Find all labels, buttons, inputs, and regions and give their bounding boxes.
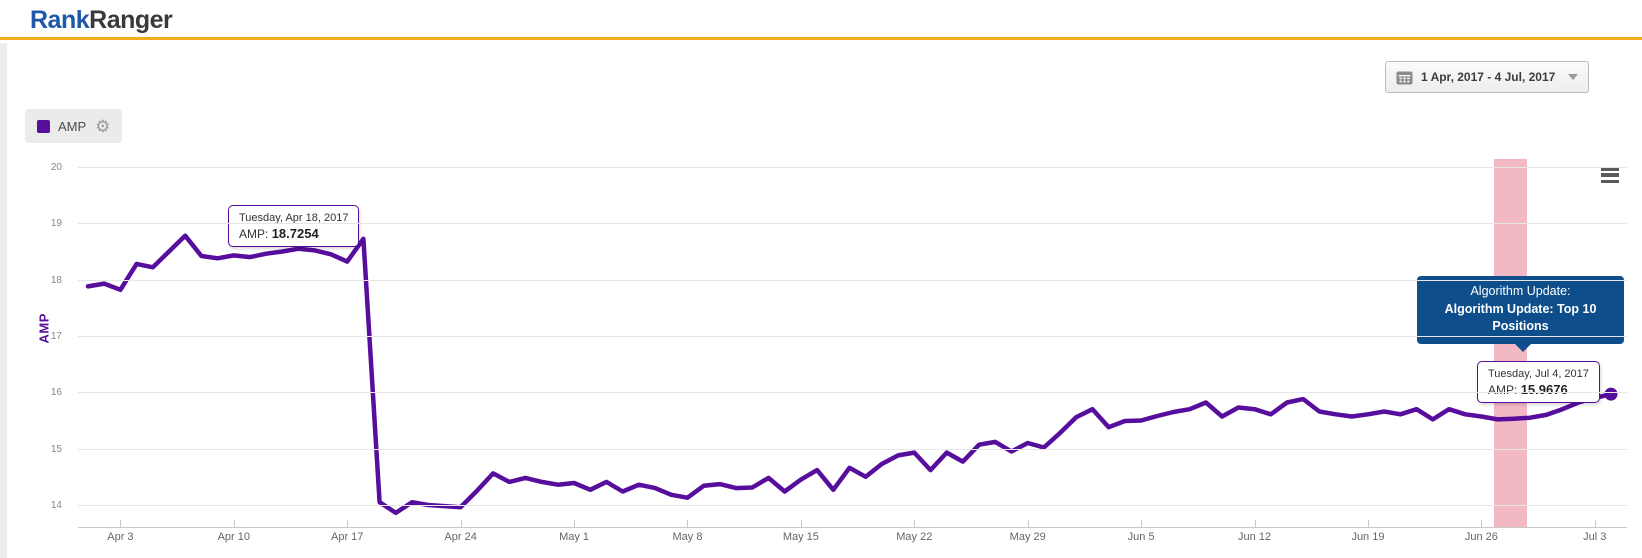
series-path-amp — [85, 233, 1614, 516]
annotation-detail: Algorithm Update: Top 10 Positions — [1444, 302, 1597, 333]
y-axis-label: 15 — [50, 443, 62, 455]
x-axis-label: Apr 10 — [217, 531, 251, 543]
y-axis-label: 14 — [50, 499, 62, 511]
rankranger-logo[interactable]: RankRanger — [30, 6, 173, 35]
brand-secondary: Ranger — [89, 6, 173, 34]
chevron-down-icon — [1568, 74, 1578, 80]
x-axis-tick — [1481, 520, 1483, 527]
x-axis-label: May 8 — [672, 531, 703, 543]
x-axis-tick — [1027, 520, 1029, 527]
x-axis-tick — [233, 520, 235, 527]
x-axis-label: May 29 — [1009, 531, 1046, 543]
gridline — [78, 335, 1627, 337]
x-axis-tick — [687, 520, 689, 527]
y-axis-label: 19 — [50, 218, 62, 230]
legend-item-amp[interactable]: AMP — [37, 119, 86, 134]
series-swatch-amp — [37, 119, 50, 133]
x-axis-tick — [460, 520, 462, 527]
x-axis-tick — [1141, 520, 1143, 527]
x-axis-label: Jun 26 — [1464, 531, 1498, 543]
y-axis-label: 20 — [50, 162, 62, 173]
annotation-pointer — [1515, 343, 1531, 352]
x-axis-label: Apr 3 — [107, 531, 134, 543]
x-axis-tick — [574, 520, 576, 527]
gridline — [78, 448, 1627, 450]
gridline — [78, 504, 1627, 506]
y-axis-label: 16 — [50, 387, 62, 399]
y-axis-label: 17 — [50, 330, 62, 342]
legend: AMP ⚙ — [25, 109, 123, 143]
x-axis-line — [78, 527, 1627, 528]
x-axis-label: Apr 24 — [444, 531, 477, 543]
x-axis-label: Jun 19 — [1351, 531, 1385, 543]
x-axis-tick — [120, 520, 122, 527]
page-gutter — [0, 43, 7, 558]
algorithm-update-annotation[interactable]: Algorithm Update: Algorithm Update: Top … — [1417, 276, 1624, 352]
x-axis-label: May 1 — [559, 531, 590, 543]
x-axis-tick — [1254, 520, 1256, 527]
calendar-icon — [1396, 70, 1413, 85]
tooltip-apr-18: Tuesday, Apr 18, 2017 AMP: 18.7254 — [228, 205, 360, 247]
date-range-picker[interactable]: 1 Apr, 2017 - 4 Jul, 2017 — [1385, 61, 1589, 93]
legend-label: AMP — [58, 118, 87, 134]
x-axis-label: Jul 3 — [1583, 531, 1607, 543]
x-axis-label: May 22 — [896, 531, 933, 543]
gear-icon[interactable]: ⚙ — [95, 116, 111, 136]
x-axis-tick — [914, 520, 916, 527]
gridline — [78, 279, 1627, 281]
date-range-label: 1 Apr, 2017 - 4 Jul, 2017 — [1421, 70, 1556, 84]
app-header: RankRanger — [0, 0, 1642, 40]
gridline — [78, 167, 1627, 168]
x-axis-tick — [800, 520, 802, 527]
x-axis-label: Apr 17 — [331, 531, 364, 543]
tooltip-value: AMP: 15.9676 — [1488, 382, 1568, 397]
x-axis-label: May 15 — [782, 531, 819, 543]
tooltip-jul-4: Tuesday, Jul 4, 2017 AMP: 15.9676 — [1477, 361, 1600, 403]
gridline — [78, 392, 1627, 394]
data-point-marker[interactable] — [1604, 387, 1618, 401]
x-axis-label: Jun 5 — [1127, 531, 1155, 543]
gridline — [78, 223, 1627, 225]
x-axis-label: Jun 12 — [1238, 531, 1272, 543]
x-axis-tick — [347, 520, 349, 527]
annotation-title: Algorithm Update: — [1470, 284, 1571, 298]
hamburger-menu-icon[interactable] — [1601, 166, 1621, 184]
tooltip-date: Tuesday, Jul 4, 2017 — [1488, 368, 1589, 380]
y-axis-label: 18 — [50, 274, 62, 286]
brand-primary: Rank — [30, 6, 90, 34]
x-axis-tick — [1594, 520, 1596, 527]
tooltip-date: Tuesday, Apr 18, 2017 — [239, 212, 349, 224]
x-axis-tick — [1367, 520, 1369, 527]
tooltip-value: AMP: 18.7254 — [239, 226, 319, 241]
